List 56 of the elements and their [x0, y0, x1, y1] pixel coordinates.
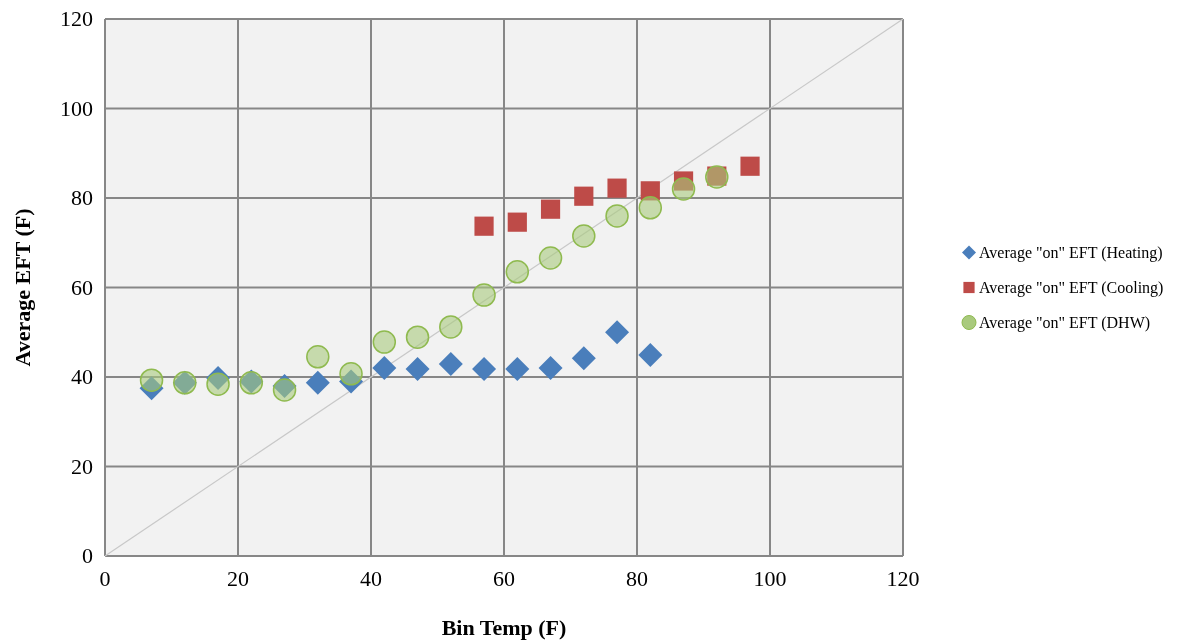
point — [139, 376, 164, 401]
point — [538, 356, 563, 381]
y-tick-label: 100 — [60, 95, 93, 121]
point — [372, 330, 397, 354]
point — [605, 204, 629, 228]
point — [372, 356, 397, 381]
point — [605, 320, 630, 345]
point — [306, 345, 330, 369]
x-tick-label: 40 — [360, 566, 382, 591]
point — [206, 372, 230, 396]
point — [472, 356, 497, 381]
point — [638, 343, 663, 368]
point — [139, 368, 164, 392]
point — [472, 283, 496, 307]
point — [572, 224, 596, 248]
x-axis-title: Bin Temp (F) — [441, 615, 567, 640]
y-axis-title: Average EFT (F) — [10, 208, 35, 367]
point — [538, 246, 563, 270]
legend-label: Average "on" EFT (DHW) — [979, 313, 1151, 332]
point — [540, 199, 561, 219]
point — [438, 352, 463, 377]
point — [339, 362, 363, 386]
legend-label: Average "on" EFT (Heating) — [979, 243, 1163, 262]
point — [474, 216, 494, 236]
y-tick-label: 120 — [60, 6, 93, 31]
x-tick-label: 80 — [626, 566, 648, 591]
y-tick-label: 0 — [82, 543, 93, 568]
point — [640, 181, 660, 201]
y-tick-label: 60 — [71, 274, 93, 300]
point — [505, 356, 530, 381]
x-tick-label: 60 — [493, 566, 515, 591]
legend-label: Average "on" EFT (Cooling) — [979, 278, 1164, 297]
y-tick-label: 20 — [71, 453, 93, 479]
point — [638, 196, 663, 220]
point — [272, 373, 297, 398]
point — [405, 356, 430, 381]
y-tick-label: 40 — [71, 364, 93, 389]
point — [673, 171, 694, 191]
point — [305, 370, 330, 395]
x-tick-label: 20 — [227, 566, 249, 591]
point — [571, 346, 596, 371]
point — [740, 156, 760, 176]
point — [206, 365, 231, 390]
y-tick-label: 80 — [71, 185, 93, 210]
point — [505, 260, 530, 284]
point — [671, 177, 696, 201]
point — [607, 178, 627, 198]
point — [272, 378, 297, 402]
point — [507, 212, 527, 232]
x-tick-label: 120 — [886, 566, 920, 591]
x-tick-label: 0 — [99, 566, 111, 591]
point — [439, 315, 463, 339]
point — [339, 369, 364, 394]
point — [574, 186, 594, 206]
x-tick-label: 100 — [753, 566, 787, 591]
point — [405, 325, 430, 349]
